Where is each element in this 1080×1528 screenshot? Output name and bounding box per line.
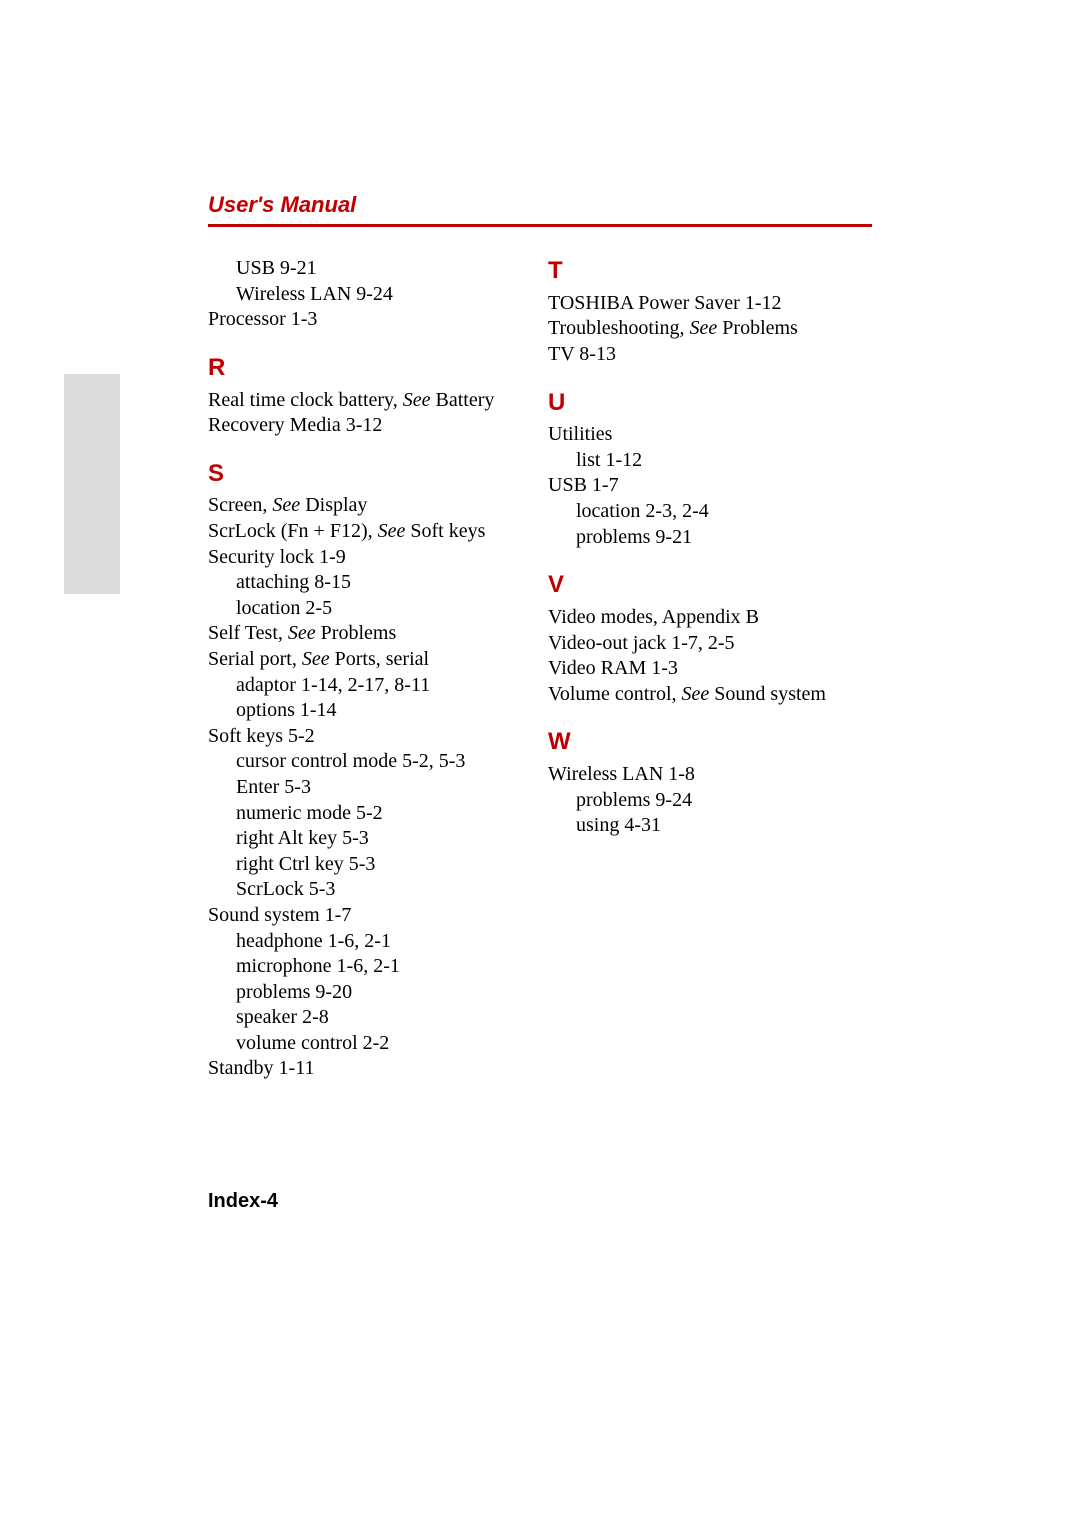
index-subentry: location 2-3, 2-4 xyxy=(548,499,878,525)
index-subentry: Enter 5-3 xyxy=(208,775,538,801)
index-entry: Sound system 1-7 xyxy=(208,903,538,929)
index-entry: Serial port, See Ports, serial xyxy=(208,647,538,673)
index-entry: Video modes, Appendix B xyxy=(548,605,878,631)
index-entry: Soft keys 5-2 xyxy=(208,724,538,750)
index-letter-heading: W xyxy=(548,727,878,758)
index-subentry: ScrLock 5-3 xyxy=(208,877,538,903)
see-reference: See xyxy=(403,389,431,411)
index-entry: Wireless LAN 1-8 xyxy=(548,762,878,788)
index-letter-heading: V xyxy=(548,570,878,601)
index-entry: Video-out jack 1-7, 2-5 xyxy=(548,631,878,657)
index-subentry: location 2-5 xyxy=(208,596,538,622)
index-entry: TOSHIBA Power Saver 1-12 xyxy=(548,291,878,317)
index-entry: Security lock 1-9 xyxy=(208,545,538,571)
index-subentry: attaching 8-15 xyxy=(208,570,538,596)
page-header-rule xyxy=(208,224,872,227)
see-reference: See xyxy=(302,648,330,670)
see-reference: See xyxy=(378,520,406,542)
see-reference: See xyxy=(690,317,718,339)
index-entry: ScrLock (Fn + F12), See Soft keys xyxy=(208,519,538,545)
see-reference: See xyxy=(682,683,710,705)
index-letter-heading: R xyxy=(208,353,538,384)
index-subentry: cursor control mode 5-2, 5-3 xyxy=(208,749,538,775)
index-subentry: problems 9-24 xyxy=(548,788,878,814)
index-subentry: microphone 1-6, 2-1 xyxy=(208,954,538,980)
index-subentry: Wireless LAN 9-24 xyxy=(208,282,538,308)
index-column-right: T TOSHIBA Power Saver 1-12Troubleshooting… xyxy=(548,256,878,839)
index-subentry: options 1-14 xyxy=(208,698,538,724)
index-entry: Screen, See Display xyxy=(208,493,538,519)
page-header-title: User's Manual xyxy=(208,192,356,218)
index-entry: Processor 1-3 xyxy=(208,307,538,333)
index-column-left: USB 9-21Wireless LAN 9-24Processor 1-3RR… xyxy=(208,256,538,1082)
index-subentry: volume control 2-2 xyxy=(208,1031,538,1057)
index-subentry: problems 9-21 xyxy=(548,525,878,551)
index-entry: Volume control, See Sound system xyxy=(548,682,878,708)
index-entry: Standby 1-11 xyxy=(208,1056,538,1082)
index-entry: Self Test, See Problems xyxy=(208,621,538,647)
index-entry: TV 8-13 xyxy=(548,342,878,368)
index-entry: Real time clock battery, See Battery xyxy=(208,388,538,414)
index-letter-heading: T xyxy=(548,256,878,287)
index-subentry: list 1-12 xyxy=(548,448,878,474)
index-letter-heading: U xyxy=(548,388,878,419)
index-letter-heading: S xyxy=(208,459,538,490)
index-subentry: numeric mode 5-2 xyxy=(208,801,538,827)
index-entry: Video RAM 1-3 xyxy=(548,656,878,682)
index-subentry: using 4-31 xyxy=(548,813,878,839)
see-reference: See xyxy=(272,494,300,516)
index-subentry: adaptor 1-14, 2-17, 8-11 xyxy=(208,673,538,699)
page-number: Index-4 xyxy=(208,1190,278,1213)
index-entry: Troubleshooting, See Problems xyxy=(548,316,878,342)
index-entry: USB 1-7 xyxy=(548,473,878,499)
index-subentry: right Ctrl key 5-3 xyxy=(208,852,538,878)
index-subentry: problems 9-20 xyxy=(208,980,538,1006)
index-subentry: speaker 2-8 xyxy=(208,1005,538,1031)
side-tab xyxy=(64,374,120,594)
index-subentry: right Alt key 5-3 xyxy=(208,826,538,852)
index-entry: Utilities xyxy=(548,422,878,448)
see-reference: See xyxy=(288,622,316,644)
index-subentry: USB 9-21 xyxy=(208,256,538,282)
index-subentry: headphone 1-6, 2-1 xyxy=(208,929,538,955)
index-entry: Recovery Media 3-12 xyxy=(208,413,538,439)
